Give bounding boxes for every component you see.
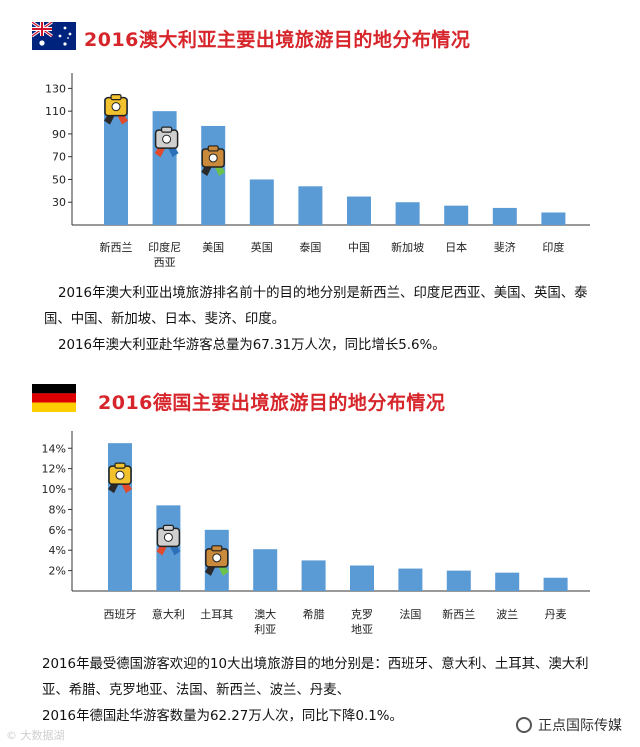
y-tick-label: 70 bbox=[52, 151, 66, 164]
australia-flag-icon bbox=[32, 22, 76, 50]
australia-description: 2016年澳大利亚出境旅游排名前十的目的地分别是新西兰、印度尼西亚、美国、英国、… bbox=[44, 281, 604, 359]
y-tick-label: 90 bbox=[52, 128, 66, 141]
category-label: 西班牙 bbox=[104, 608, 137, 621]
germany-flag-icon bbox=[32, 384, 76, 412]
germany-section: 2016德国主要出境旅游目的地分布情况 2% 4% 6% 8% 10% 12% 14% 西班牙… bbox=[0, 372, 640, 747]
watermark-left: © 大数据湖 bbox=[6, 729, 65, 742]
bar-丹麦 bbox=[543, 577, 568, 591]
gold-medal-icon-1 bbox=[108, 462, 132, 494]
bar-斐济 bbox=[492, 207, 517, 225]
category-label: 泰国 bbox=[299, 240, 321, 254]
category-label: 新加坡 bbox=[391, 240, 424, 254]
y-tick-label: 50 bbox=[52, 173, 66, 186]
australia-section: 2016澳大利亚主要出境旅游目的地分布情况 30 50 70 90 110 130 新西兰 印… bbox=[0, 0, 640, 370]
bar-中国 bbox=[347, 196, 371, 225]
germany-bar-chart: 2% 4% 6% 8% 10% 12% 14% 西班牙 意大利 土耳其 澳大利亚 希腊 克罗地亚 法国 新西… bbox=[42, 431, 590, 636]
bar-泰国 bbox=[298, 186, 323, 225]
category-label: 克罗地亚 bbox=[351, 608, 373, 636]
y-tick-label: 10% bbox=[42, 483, 66, 496]
y-tick-label: 14% bbox=[42, 442, 66, 455]
bar-英国 bbox=[249, 179, 274, 225]
bar-希腊 bbox=[301, 560, 326, 591]
category-label: 斐济 bbox=[494, 240, 516, 254]
watermark-right-text: 正点国际传媒 bbox=[538, 718, 622, 734]
bar-澳大利亚 bbox=[253, 549, 278, 591]
bronze-medal-icon-3 bbox=[201, 145, 226, 176]
category-label: 法国 bbox=[399, 607, 421, 621]
y-tick-label: 130 bbox=[45, 82, 66, 95]
australia-paragraph-1: 2016年澳大利亚出境旅游排名前十的目的地分别是新西兰、印度尼西亚、美国、英国、… bbox=[44, 286, 588, 327]
gold-medal-icon-1 bbox=[104, 94, 128, 125]
bar-新西兰 bbox=[446, 570, 471, 591]
bar-美国 bbox=[201, 125, 226, 225]
silver-medal-icon-2 bbox=[156, 524, 181, 556]
category-label: 波兰 bbox=[496, 608, 518, 621]
y-tick-label: 8% bbox=[49, 503, 66, 516]
germany-paragraph-1: 2016年最受德国游客欢迎的10大出境旅游目的地分别是：西班牙、意大利、土耳其、… bbox=[42, 657, 589, 698]
bar-日本 bbox=[444, 205, 469, 225]
category-label: 美国 bbox=[202, 241, 224, 254]
bronze-medal-icon-3 bbox=[204, 545, 229, 576]
y-tick-label: 6% bbox=[49, 524, 66, 537]
category-label: 希腊 bbox=[303, 607, 325, 621]
category-label: 中国 bbox=[348, 241, 370, 254]
category-label: 新西兰 bbox=[100, 240, 133, 254]
y-tick-label: 4% bbox=[49, 544, 66, 557]
category-label: 新西兰 bbox=[442, 607, 475, 621]
bar-印度 bbox=[541, 212, 566, 225]
y-tick-label: 2% bbox=[49, 565, 66, 578]
bar-克罗地亚 bbox=[350, 565, 374, 591]
category-label: 丹麦 bbox=[545, 608, 567, 621]
germany-description: 2016年最受德国游客欢迎的10大出境旅游目的地分别是：西班牙、意大利、土耳其、… bbox=[42, 652, 602, 730]
category-label: 印度 bbox=[542, 240, 564, 254]
watermark-right: 正点国际传媒 bbox=[516, 715, 622, 735]
silver-medal-icon-2 bbox=[154, 126, 179, 158]
category-label: 英国 bbox=[251, 240, 273, 254]
germany-chart-title: 2016德国主要出境旅游目的地分布情况 bbox=[98, 392, 446, 414]
category-label: 日本 bbox=[445, 240, 467, 254]
bar-新加坡 bbox=[395, 202, 420, 225]
bar-法国 bbox=[398, 568, 423, 591]
category-label: 意大利 bbox=[152, 607, 185, 621]
germany-paragraph-2: 2016年德国赴华游客数量为62.27万人次，同比下降0.1%。 bbox=[42, 709, 403, 724]
bar-波兰 bbox=[495, 572, 520, 591]
australia-chart-title: 2016澳大利亚主要出境旅游目的地分布情况 bbox=[84, 29, 471, 51]
y-tick-label: 110 bbox=[45, 105, 66, 118]
category-label: 土耳其 bbox=[200, 608, 233, 621]
wechat-icon bbox=[516, 717, 532, 733]
australia-paragraph-2: 2016年澳大利亚赴华游客总量为67.31万人次，同比增长5.6%。 bbox=[58, 338, 446, 353]
category-label: 澳大利亚 bbox=[254, 607, 276, 636]
y-tick-label: 30 bbox=[52, 196, 66, 209]
y-tick-label: 12% bbox=[42, 463, 66, 476]
category-label: 印度尼西亚 bbox=[148, 240, 181, 269]
australia-bar-chart: 30 50 70 90 110 130 新西兰 印度尼西亚 美国 英国 泰国 中国 新加坡 日本 斐济 印度 bbox=[45, 73, 590, 269]
